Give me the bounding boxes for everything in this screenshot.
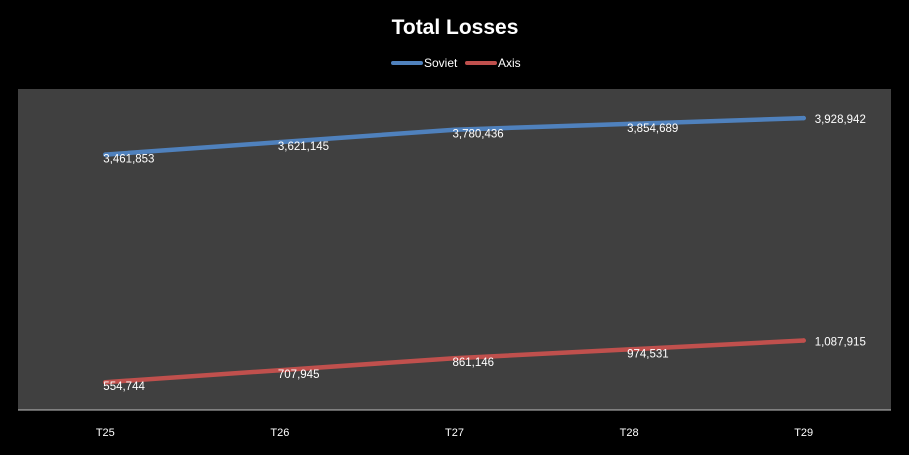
data-point-axis-t29 (801, 338, 806, 343)
data-point-axis-t25 (103, 380, 108, 385)
data-point-axis-t28 (626, 347, 632, 352)
data-label-axis-t29: 1,087,915 (815, 337, 866, 349)
data-point-soviet-t26 (277, 139, 283, 145)
data-label-soviet-t28: 3,854,689 (627, 123, 678, 135)
x-tick-label-t25: T25 (96, 427, 115, 439)
data-point-axis-t26 (277, 368, 283, 373)
x-tick-label-t29: T29 (794, 427, 813, 439)
data-point-soviet-t28 (626, 121, 632, 127)
data-label-layer: 3,461,853 3,621,145 3,780,436 3,854,689 3,92… (103, 114, 866, 393)
series-layer (103, 115, 806, 385)
legend: Soviet Axis (391, 56, 521, 70)
data-label-soviet-t26: 3,621,145 (278, 141, 329, 153)
data-label-axis-t28: 974,531 (627, 348, 669, 360)
data-point-soviet-t27 (452, 127, 457, 132)
x-tick-label-t28: T28 (620, 427, 639, 439)
chart-title: Total Losses (392, 16, 519, 39)
x-axis-ticks: T25 T26 T27 T28 T29 (96, 427, 813, 439)
data-label-axis-t27: 861,146 (453, 357, 495, 369)
x-tick-label-t26: T26 (270, 427, 289, 439)
data-point-soviet-t25 (103, 152, 108, 157)
x-tick-label-t27: T27 (445, 427, 464, 439)
data-label-axis-t25: 554,744 (103, 381, 145, 393)
data-label-soviet-t25: 3,461,853 (103, 154, 154, 166)
legend-label-soviet: Soviet (424, 56, 458, 70)
data-label-soviet-t27: 3,780,436 (453, 129, 504, 141)
legend-label-axis: Axis (498, 56, 521, 70)
data-label-soviet-t29: 3,928,942 (815, 114, 866, 126)
data-label-axis-t26: 707,945 (278, 369, 320, 381)
data-point-soviet-t29 (801, 115, 806, 121)
data-point-axis-t27 (452, 356, 457, 361)
